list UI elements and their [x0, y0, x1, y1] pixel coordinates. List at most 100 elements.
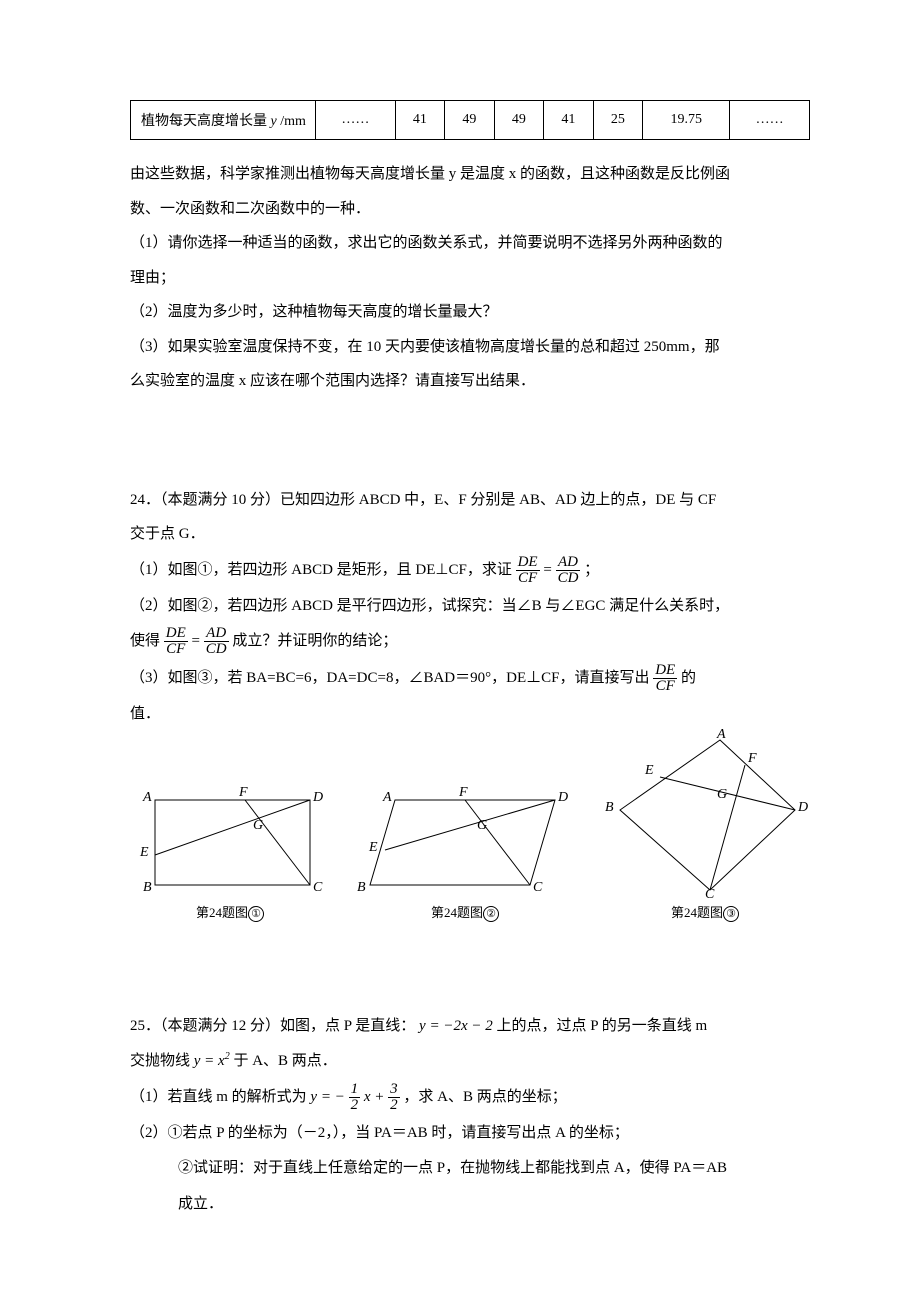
q25-s2c: 成立． — [130, 1190, 810, 1219]
fig2-caption: 第24题图② — [350, 902, 580, 922]
table-row: 植物每天高度增长量 y /mm …… 41 49 49 41 25 19.75 … — [131, 101, 810, 140]
label-A: A — [143, 790, 152, 806]
question-23-text: 由这些数据，科学家推测出植物每天高度增长量 y 是温度 x 的函数，且这种函数是… — [130, 160, 810, 396]
label-prefix: 植物每天高度增长量 — [141, 114, 267, 129]
numer: AD — [204, 626, 229, 641]
q24-s2b: 使得 DE CF = AD CD 成立？并证明你的结论； — [130, 626, 810, 657]
table-cell: …… — [730, 101, 810, 140]
eq-prefix: y = − — [310, 1089, 344, 1105]
label-A: A — [717, 727, 726, 743]
cap-num: ① — [248, 906, 264, 922]
q23-part1: （1）请你选择一种适当的函数，求出它的函数关系式，并简要说明不选择另外两种函数的 — [130, 229, 810, 258]
q24-head: 24．（本题满分 10 分）已知四边形 ABCD 中，E、F 分别是 AB、AD… — [130, 486, 810, 515]
text: （1）若直线 m 的解析式为 — [130, 1089, 307, 1105]
text: 24．（本题满分 10 分）已知四边形 ABCD 中，E、F 分别是 AB、AD… — [130, 492, 716, 508]
label-D: D — [558, 790, 568, 806]
table-cell: 41 — [544, 101, 594, 140]
fraction-de-cf: DE CF — [653, 663, 677, 694]
q25-head: 25．（本题满分 12 分）如图，点 P 是直线： y = −2x − 2 上的… — [130, 1012, 810, 1041]
fraction-ad-cd: AD CD — [204, 626, 229, 657]
label-C: C — [705, 887, 714, 903]
exp: 2 — [225, 1051, 230, 1062]
q23-part1b: 理由； — [130, 264, 810, 293]
numer: 1 — [349, 1082, 361, 1097]
q23-part3: （3）如果实验室温度保持不变，在 10 天内要使该植物高度增长量的总和超过 25… — [130, 333, 810, 362]
denom: 2 — [349, 1097, 361, 1113]
figure-3: A B C D E F G 第24题图③ — [600, 735, 810, 922]
equals: = — [543, 561, 555, 577]
numer: 3 — [388, 1082, 400, 1097]
label-E: E — [645, 763, 654, 779]
label-D: D — [798, 800, 808, 816]
text: 成立？并证明你的结论； — [232, 633, 397, 649]
q25-s2a: （2）①若点 P 的坐标为（－2，），当 PA＝AB 时，请直接写出点 A 的坐… — [130, 1119, 810, 1148]
table-cell: 49 — [445, 101, 495, 140]
label-var: y — [271, 114, 277, 129]
denom: 2 — [388, 1097, 400, 1113]
label-E: E — [369, 840, 378, 856]
cap-text: 第24题图 — [431, 905, 483, 920]
label-F: F — [748, 751, 757, 767]
q25-s2b: ②试证明：对于直线上任意给定的一点 P，在抛物线上都能找到点 A，使得 PA＝A… — [130, 1154, 810, 1183]
text: ，求 A、B 两点的坐标； — [403, 1089, 566, 1105]
fraction-three-half: 3 2 — [388, 1082, 400, 1113]
label-E: E — [140, 845, 149, 861]
table-cell: 49 — [494, 101, 544, 140]
equals: = — [192, 633, 204, 649]
fig3-svg — [605, 735, 805, 900]
parabola-eq: y = x2 — [194, 1053, 230, 1069]
fig1-svg — [135, 790, 325, 900]
text: （1）如图①，若四边形 ABCD 是矩形，且 DE⊥CF，求证 — [130, 561, 512, 577]
q23-part3b: 么实验室的温度 x 应该在哪个范围内选择？请直接写出结果． — [130, 367, 810, 396]
denom: CD — [556, 570, 581, 586]
text: 25．（本题满分 12 分）如图，点 P 是直线： — [130, 1018, 415, 1034]
denom: CF — [516, 570, 540, 586]
q23-part2: （2）温度为多少时，这种植物每天高度的增长量最大？ — [130, 298, 810, 327]
question-24: 24．（本题满分 10 分）已知四边形 ABCD 中，E、F 分别是 AB、AD… — [130, 486, 810, 922]
text: 上的点，过点 P 的另一条直线 m — [496, 1018, 707, 1034]
q25-s1: （1）若直线 m 的解析式为 y = − 1 2 x + 3 2 ，求 A、B … — [130, 1082, 810, 1113]
question-25: 25．（本题满分 12 分）如图，点 P 是直线： y = −2x − 2 上的… — [130, 1012, 810, 1219]
fig3-caption: 第24题图③ — [600, 902, 810, 922]
table-cell: …… — [316, 101, 396, 140]
q24-s1: （1）如图①，若四边形 ABCD 是矩形，且 DE⊥CF，求证 DE CF = … — [130, 555, 810, 586]
denom: CF — [164, 641, 188, 657]
fraction-ad-cd: AD CD — [556, 555, 581, 586]
intro-line: 由这些数据，科学家推测出植物每天高度增长量 y 是温度 x 的函数，且这种函数是… — [130, 160, 810, 189]
q24-s2a: （2）如图②，若四边形 ABCD 是平行四边形，试探究：当∠B 与∠EGC 满足… — [130, 592, 810, 621]
fraction-de-cf: DE CF — [516, 555, 540, 586]
table-row-label: 植物每天高度增长量 y /mm — [131, 101, 316, 140]
cap-num: ③ — [723, 906, 739, 922]
figure-2: A D B C E F G 第24题图② — [350, 790, 580, 922]
label-C: C — [313, 880, 322, 896]
numer: AD — [556, 555, 581, 570]
label-D: D — [313, 790, 323, 806]
q24-head2: 交于点 G． — [130, 520, 810, 549]
text: 使得 — [130, 633, 160, 649]
eq-mid: x + — [364, 1089, 385, 1105]
q24-s3: （3）如图③，若 BA=BC=6，DA=DC=8，∠BAD＝90°，DE⊥CF，… — [130, 663, 810, 694]
label-G: G — [717, 787, 727, 803]
intro-line-2: 数、一次函数和二次函数中的一种． — [130, 195, 810, 224]
label-unit: /mm — [280, 114, 306, 129]
equation: y = −2x − 2 — [419, 1018, 493, 1034]
label-F: F — [239, 785, 248, 801]
cap-num: ② — [483, 906, 499, 922]
text: ； — [584, 561, 599, 577]
label-G: G — [477, 818, 487, 834]
label-F: F — [459, 785, 468, 801]
q25-head-b: 交抛物线 y = x2 于 A、B 两点． — [130, 1047, 810, 1076]
label-G: G — [253, 818, 263, 834]
text: 于 A、B 两点． — [233, 1053, 336, 1069]
table-cell: 41 — [395, 101, 445, 140]
denom: CD — [204, 641, 229, 657]
fig1-caption: 第24题图① — [130, 902, 330, 922]
text: 由这些数据，科学家推测出植物每天高度增长量 y 是温度 x 的函数，且这种函数是… — [130, 166, 730, 182]
figure-row: A D B C E F G 第24题图① — [130, 735, 810, 922]
denom: CF — [653, 678, 677, 694]
label-B: B — [357, 880, 366, 896]
cap-text: 第24题图 — [671, 905, 723, 920]
figure-1: A D B C E F G 第24题图① — [130, 790, 330, 922]
label-B: B — [143, 880, 152, 896]
fraction-de-cf: DE CF — [164, 626, 188, 657]
